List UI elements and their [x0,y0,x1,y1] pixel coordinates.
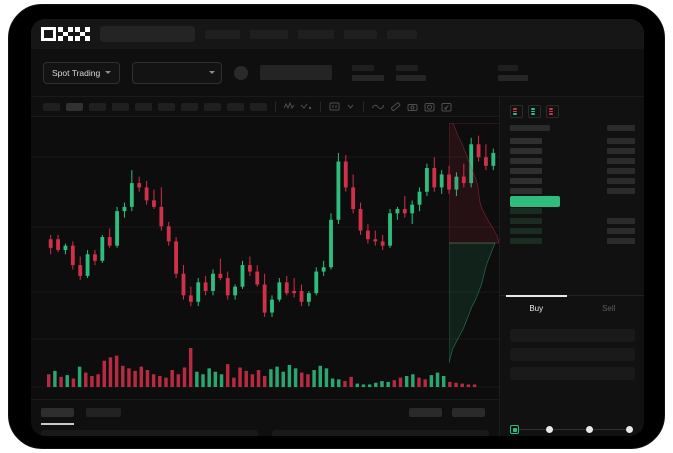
order-book[interactable] [500,125,644,290]
template-icon[interactable] [329,102,340,111]
order-total-field[interactable] [510,367,635,380]
timeframe-button-5[interactable] [135,102,152,111]
logo-letter-x [75,27,90,41]
order-amount-field[interactable] [510,348,635,361]
ob-toggle-asks[interactable] [546,105,559,118]
camera-icon[interactable] [407,102,418,112]
orders-card-row [31,430,499,436]
toolbar-divider [275,101,276,112]
bottom-action-1[interactable] [409,408,442,417]
slider-stop-3[interactable] [586,426,593,433]
stat-24h-change [352,64,385,81]
order-entry-form [500,323,644,392]
slider-track [514,429,631,430]
timeframe-button-7[interactable] [181,102,198,111]
candlestick-series [48,135,496,317]
ruler-icon[interactable] [390,101,401,112]
bottom-action-2[interactable] [452,408,485,417]
nav-item-4[interactable] [344,29,377,39]
device-screen: Spot Trading [31,19,644,436]
orders-card-left [41,430,258,436]
bottom-tab-open-orders[interactable] [41,408,74,417]
indicator-icon[interactable] [284,102,295,111]
price-chart[interactable] [31,117,499,399]
order-book-header [510,125,635,131]
order-book-row-ask[interactable] [510,166,635,176]
timeframe-button-10[interactable] [250,102,267,111]
chevron-down-icon [105,71,112,74]
top-navigation-bar [31,19,644,49]
ob-toggle-both[interactable] [510,105,523,118]
order-book-last-price [510,195,635,207]
nav-item-2[interactable] [250,29,288,39]
orders-panel [31,399,499,436]
logo-letter-k [58,27,73,41]
timeframe-button-6[interactable] [158,102,175,111]
last-price-value [260,65,333,80]
order-book-row-bid[interactable] [510,226,635,236]
orders-tab-list [31,400,499,417]
tablet-device-frame: Spot Trading [8,4,665,449]
tab-buy[interactable]: Buy [500,295,573,321]
ob-toggle-bids[interactable] [528,105,541,118]
order-book-row-bid[interactable] [510,236,635,246]
coin-avatar [234,65,249,80]
chevron-down-icon[interactable] [346,102,355,111]
nav-item-5[interactable] [387,29,417,39]
active-tab-underline [41,423,74,425]
volume-histogram [47,348,477,387]
settings-icon[interactable] [424,102,435,112]
timeframe-button-8[interactable] [204,102,221,111]
stat-24h-volume [498,64,529,81]
order-amount-slider[interactable] [510,424,635,436]
fullscreen-icon[interactable] [441,102,452,112]
order-book-row-ask[interactable] [510,146,635,156]
timeframe-button-4[interactable] [112,102,129,111]
buy-sell-tab-list: Buy Sell [500,295,644,321]
order-book-row-ask[interactable] [510,156,635,166]
depth-chart-overlay [449,123,499,363]
order-book-sidebar: Buy Sell [499,97,644,436]
timeframe-button-9[interactable] [227,102,244,111]
order-book-layout-toggles [500,97,644,118]
order-book-row-ask[interactable] [510,176,635,186]
trading-mode-dropdown[interactable]: Spot Trading [43,61,121,84]
tab-sell[interactable]: Sell [602,304,616,313]
order-price-field[interactable] [510,329,635,342]
trading-mode-label: Spot Trading [52,67,101,78]
toolbar-divider [363,101,364,112]
nav-item-1[interactable] [205,29,240,39]
order-book-row-bid[interactable] [510,216,635,226]
order-book-row-ask[interactable] [510,136,635,146]
bottom-tab-order-history[interactable] [86,408,121,417]
timeframe-button-2[interactable] [66,102,83,111]
slider-stop-4[interactable] [626,426,633,433]
logo-letter-o [41,27,56,41]
timeframe-button-3[interactable] [89,102,106,111]
nav-item-3[interactable] [298,29,334,39]
toolbar-divider [320,101,321,112]
slider-knob[interactable] [510,425,519,434]
orders-card-right [272,430,489,436]
timeframe-button-1[interactable] [43,102,60,111]
order-book-row-ask[interactable] [510,186,635,196]
stat-24h-high [396,64,427,81]
chevron-down-icon [209,71,216,74]
chart-toolbar [31,97,499,117]
slider-stop-2[interactable] [546,426,553,433]
search-input[interactable] [100,26,195,42]
compare-icon[interactable] [301,102,312,111]
line-style-icon[interactable] [372,102,384,111]
trading-pair-dropdown[interactable] [132,61,223,84]
order-book-row-bid[interactable] [510,206,635,216]
market-info-bar: Spot Trading [31,49,644,97]
okx-logo-icon[interactable] [41,27,90,41]
